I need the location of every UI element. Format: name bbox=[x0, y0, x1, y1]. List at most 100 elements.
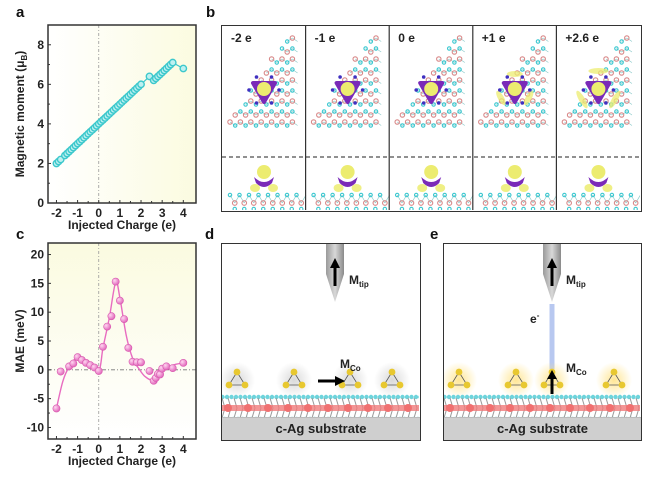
bond bbox=[438, 58, 445, 63]
bond bbox=[449, 111, 455, 116]
atom bbox=[492, 200, 498, 206]
atom bbox=[628, 192, 634, 198]
atom bbox=[311, 192, 316, 198]
atom bbox=[347, 102, 353, 107]
top-atom bbox=[613, 394, 618, 400]
top-atom bbox=[478, 394, 483, 400]
bond bbox=[360, 121, 366, 126]
co-atom bbox=[463, 381, 471, 389]
atom bbox=[446, 67, 452, 72]
metal-atom bbox=[486, 404, 494, 412]
atom bbox=[447, 206, 452, 210]
atom bbox=[452, 102, 457, 107]
atom bbox=[251, 206, 256, 210]
bond bbox=[287, 37, 293, 42]
bond bbox=[574, 121, 581, 126]
atom bbox=[614, 46, 619, 51]
atom bbox=[519, 56, 526, 62]
atom bbox=[588, 123, 593, 128]
metal-atom bbox=[324, 404, 332, 412]
atom bbox=[284, 49, 290, 55]
atom bbox=[241, 200, 248, 206]
bond bbox=[428, 121, 434, 126]
atom bbox=[451, 49, 458, 55]
atom bbox=[514, 102, 520, 107]
co-atom bbox=[298, 381, 306, 389]
atom bbox=[413, 192, 419, 198]
bond bbox=[522, 111, 528, 116]
co-atom bbox=[556, 381, 564, 389]
bond bbox=[621, 69, 627, 74]
atom bbox=[362, 77, 369, 83]
top-atom bbox=[229, 394, 234, 400]
top-atom bbox=[247, 394, 252, 400]
atom bbox=[457, 88, 462, 93]
bond bbox=[235, 111, 241, 116]
tip-moment-arrowhead bbox=[547, 258, 557, 268]
atom bbox=[362, 200, 369, 206]
bond bbox=[365, 58, 371, 63]
bond bbox=[543, 90, 549, 95]
purple-dot bbox=[269, 75, 274, 79]
atom bbox=[275, 192, 280, 198]
atom bbox=[232, 206, 237, 210]
atom bbox=[337, 123, 342, 128]
bond bbox=[402, 121, 408, 126]
bond bbox=[266, 111, 272, 116]
yellow-side-lobe bbox=[584, 184, 595, 192]
atom bbox=[263, 112, 270, 118]
bond bbox=[292, 69, 298, 74]
yellow-top-lobe bbox=[257, 165, 271, 179]
charge-state-panel: -2 e bbox=[227, 31, 307, 210]
metal-atom bbox=[284, 404, 292, 412]
atom bbox=[457, 46, 462, 51]
atom bbox=[613, 56, 620, 62]
atom bbox=[279, 56, 285, 62]
top-atom bbox=[233, 394, 239, 400]
yellow-top-lobe bbox=[340, 165, 355, 179]
atom bbox=[561, 119, 568, 125]
bond bbox=[375, 48, 382, 53]
purple-ring bbox=[254, 177, 274, 187]
bond bbox=[281, 69, 288, 74]
purple-dot bbox=[353, 101, 357, 105]
bond bbox=[261, 121, 267, 126]
bond bbox=[349, 121, 356, 126]
spin-density-isosurface bbox=[247, 75, 281, 105]
co-atom bbox=[512, 368, 520, 376]
bond bbox=[459, 37, 465, 42]
atom bbox=[373, 109, 379, 114]
bond bbox=[543, 111, 549, 116]
data-point bbox=[124, 344, 133, 352]
trimer-glow bbox=[444, 362, 477, 398]
atom bbox=[456, 56, 463, 62]
atom bbox=[494, 123, 499, 128]
atom bbox=[452, 123, 457, 128]
bond bbox=[360, 79, 366, 84]
bond bbox=[329, 121, 335, 126]
data-point bbox=[99, 342, 107, 351]
co-atom bbox=[610, 368, 618, 376]
bond bbox=[605, 58, 612, 63]
bond bbox=[339, 111, 345, 116]
bond bbox=[360, 111, 366, 116]
yellow-side-lobe bbox=[351, 184, 362, 192]
atom bbox=[437, 206, 443, 210]
bond bbox=[459, 100, 465, 105]
atom bbox=[446, 77, 452, 83]
atom bbox=[595, 206, 600, 210]
atom bbox=[478, 119, 484, 125]
atom bbox=[373, 119, 379, 125]
purple-dot bbox=[330, 88, 335, 92]
bond bbox=[287, 100, 293, 105]
side-view bbox=[394, 165, 474, 210]
atom bbox=[280, 206, 285, 210]
atom bbox=[289, 206, 294, 210]
purple-dot bbox=[353, 75, 357, 79]
bond bbox=[532, 100, 539, 105]
co-atom bbox=[618, 381, 626, 389]
atom bbox=[248, 109, 254, 114]
yellow-top-lobe bbox=[507, 165, 522, 179]
